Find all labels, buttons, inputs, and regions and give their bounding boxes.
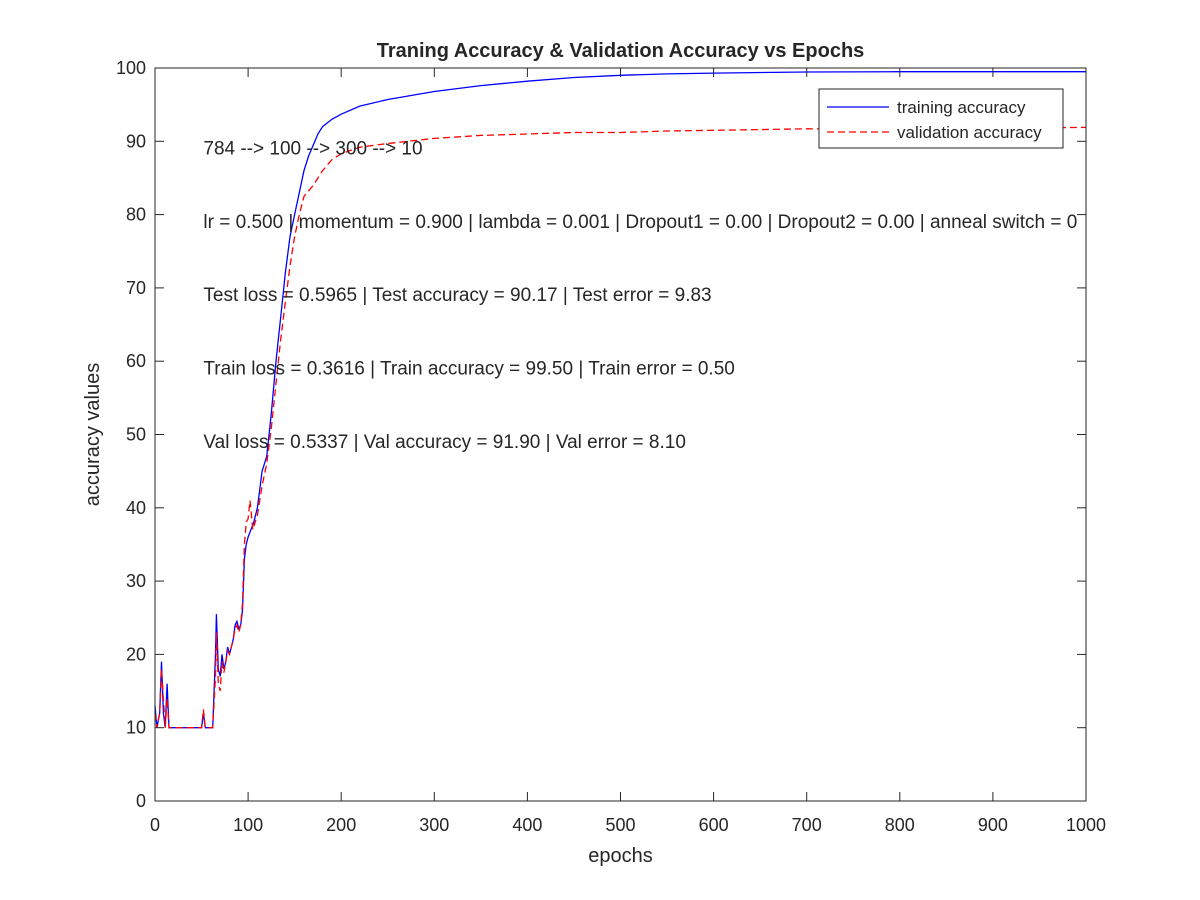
x-tick-label: 200: [326, 815, 356, 835]
y-tick-label: 50: [126, 425, 146, 445]
annotation-text: Test loss = 0.5965 | Test accuracy = 90.…: [203, 285, 711, 306]
legend-box: [818, 88, 1064, 149]
y-tick-label: 80: [126, 205, 146, 225]
series-line-validation: [154, 126, 1087, 729]
y-tick-label: 30: [126, 571, 146, 591]
annotation-text: 784 --> 100 --> 300 --> 10: [203, 139, 422, 160]
x-axis-label: epochs: [588, 845, 653, 867]
series-layer: [154, 71, 1087, 729]
x-tick-label: 300: [419, 815, 449, 835]
x-tick-label: 500: [605, 815, 635, 835]
y-tick-label: 10: [126, 718, 146, 738]
y-axis-label: accuracy values: [82, 363, 104, 506]
x-tick-label: 1000: [1066, 815, 1106, 835]
x-tick-label: 700: [792, 815, 822, 835]
x-tick-label: 900: [978, 815, 1008, 835]
legend: training accuracy validation accuracy: [818, 88, 1064, 149]
y-tick-label: 0: [136, 791, 146, 811]
y-tick-label: 100: [116, 58, 146, 78]
y-tick-label: 70: [126, 278, 146, 298]
legend-label-training: training accuracy: [897, 98, 1026, 117]
annotation-layer: 784 --> 100 --> 300 --> 10 lr = 0.500 | m…: [203, 139, 1077, 453]
x-tick-label: 100: [233, 815, 263, 835]
y-tick-label: 90: [126, 131, 146, 151]
chart-title: Traning Accuracy & Validation Accuracy v…: [377, 40, 865, 62]
y-tick-label: 20: [126, 644, 146, 664]
y-tick-label: 40: [126, 498, 146, 518]
annotation-text: Val loss = 0.5337 | Val accuracy = 91.90…: [203, 432, 686, 453]
annotation-text: Train loss = 0.3616 | Train accuracy = 9…: [203, 359, 734, 380]
x-tick-label: 0: [150, 815, 160, 835]
axes-layer: 0 100 200 300 400 500 600 700 800 900 1000 0 10 20 30 4…: [116, 58, 1106, 835]
x-tick-label: 800: [885, 815, 915, 835]
x-tick-label: 600: [699, 815, 729, 835]
x-tick-label: 400: [512, 815, 542, 835]
annotation-text: lr = 0.500 | momentum = 0.900 | lambda =…: [203, 212, 1077, 233]
y-tick-label: 60: [126, 351, 146, 371]
legend-label-validation: validation accuracy: [897, 123, 1042, 142]
plot-area: [155, 68, 1086, 801]
